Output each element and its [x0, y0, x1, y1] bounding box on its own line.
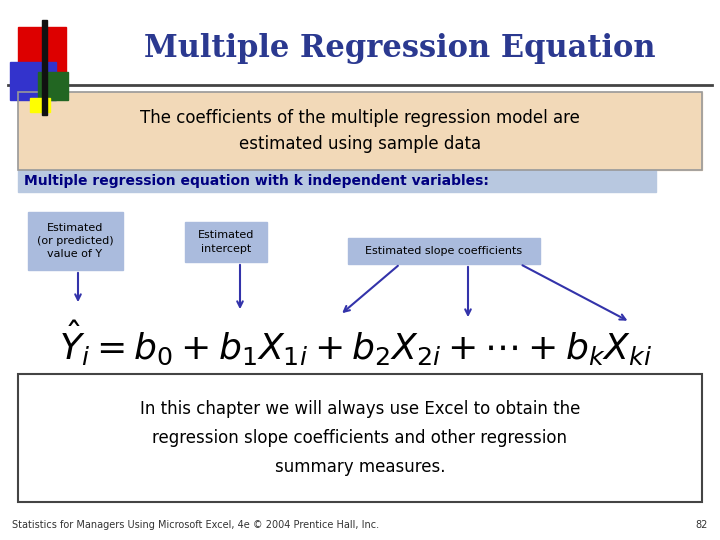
Bar [10, 62, 56, 100]
Text: The coefficients of the multiple regression model are
estimated using sample dat: The coefficients of the multiple regress… [140, 109, 580, 153]
Text: In this chapter we will always use Excel to obtain the
regression slope coeffici: In this chapter we will always use Excel… [140, 400, 580, 476]
Bar [18, 92, 702, 170]
Text: $\hat{Y}_i = b_0 + b_1X_{1i} + b_2X_{2i} + \cdots + b_kX_{ki}$: $\hat{Y}_i = b_0 + b_1X_{1i} + b_2X_{2i}… [58, 319, 652, 367]
Bar [28, 212, 123, 270]
Bar [18, 374, 702, 502]
Bar [348, 238, 540, 264]
Text: Multiple Regression Equation: Multiple Regression Equation [144, 32, 656, 64]
Text: Multiple regression equation with k independent variables:: Multiple regression equation with k inde… [24, 174, 489, 188]
Text: Statistics for Managers Using Microsoft Excel, 4e © 2004 Prentice Hall, Inc.: Statistics for Managers Using Microsoft … [12, 520, 379, 530]
Bar [185, 222, 267, 262]
Bar [18, 27, 66, 75]
Bar [18, 92, 702, 170]
Bar [38, 72, 68, 100]
Text: Estimated
(or predicted)
value of Y: Estimated (or predicted) value of Y [37, 223, 113, 259]
Bar [42, 20, 47, 115]
Text: Estimated
intercept: Estimated intercept [198, 231, 254, 254]
Bar [18, 170, 656, 192]
Text: 82: 82 [696, 520, 708, 530]
Bar [30, 98, 50, 112]
Text: Estimated slope coefficients: Estimated slope coefficients [366, 246, 523, 256]
